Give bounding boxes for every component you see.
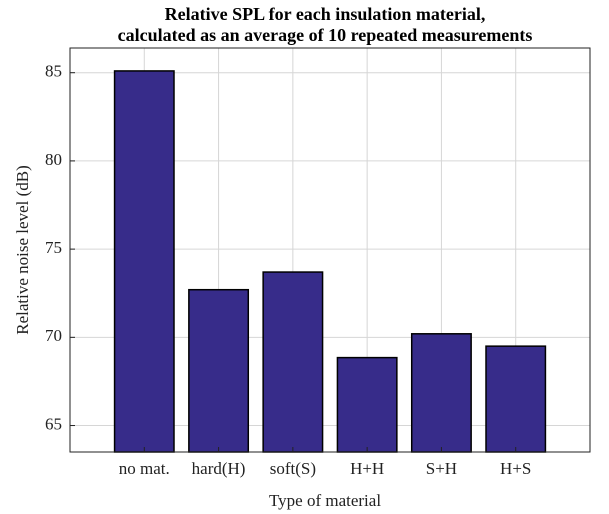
bar — [188, 288, 250, 453]
bar — [262, 271, 324, 453]
x-tick-label: H+S — [500, 459, 531, 478]
x-tick-label: no mat. — [119, 459, 170, 478]
y-axis-label: Relative noise level (dB) — [13, 165, 32, 334]
bar — [336, 356, 398, 453]
chart-title: calculated as an average of 10 repeated … — [118, 25, 533, 45]
y-tick-label: 80 — [45, 150, 62, 169]
x-tick-label: hard(H) — [192, 459, 246, 478]
y-tick-label: 85 — [45, 62, 62, 81]
bar — [410, 333, 472, 453]
plot-frame — [69, 47, 591, 453]
x-tick-label: H+H — [350, 459, 384, 478]
y-tick-label: 75 — [45, 238, 62, 257]
bar — [485, 345, 547, 453]
chart-title: Relative SPL for each insulation materia… — [165, 4, 486, 24]
y-tick-label: 65 — [45, 414, 62, 433]
y-tick-label: 70 — [45, 326, 62, 345]
bar — [113, 70, 175, 453]
x-axis-label: Type of material — [269, 491, 381, 510]
x-tick-label: soft(S) — [270, 459, 316, 478]
x-tick-label: S+H — [426, 459, 457, 478]
